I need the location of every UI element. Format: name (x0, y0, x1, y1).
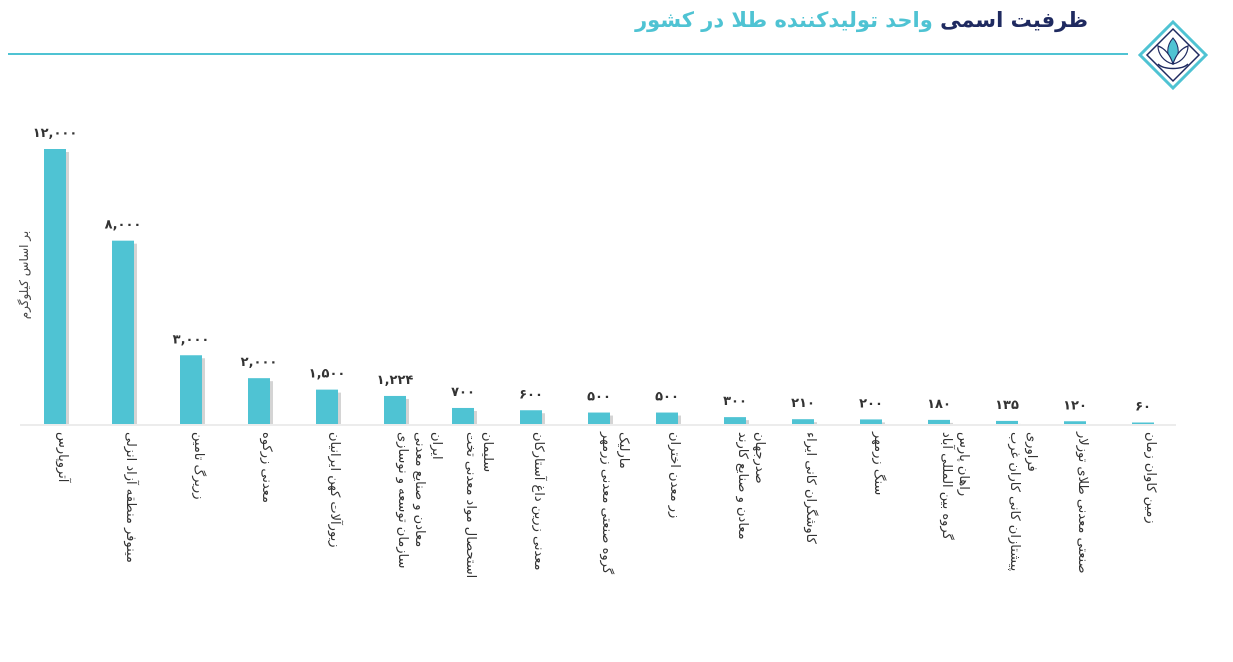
category-label-16: صنعتی معدنی طلای توزلار (1075, 431, 1090, 573)
category-label-17: زمین کاوان زمان (1143, 432, 1158, 524)
bar-7 (452, 407, 474, 424)
bar-16 (1064, 421, 1086, 424)
category-label-4: معدنی زرکوه (259, 432, 274, 503)
bar-10 (656, 412, 678, 424)
y-axis-title: بر اساس کیلوگرم (17, 231, 32, 320)
category-label-5: زیورآلات کهن ایرانیان (327, 432, 344, 548)
bar-14 (928, 419, 950, 424)
bar-6 (384, 395, 406, 424)
bar-5 (316, 389, 338, 424)
value-label-11: ۳۰۰ (723, 394, 747, 409)
header-divider (8, 53, 1128, 55)
value-label-5: ۱,۵۰۰ (309, 367, 346, 382)
category-label-11: معادن و صنایع کارند صدرجهان (735, 432, 767, 540)
value-label-8: ۶۰۰ (519, 387, 543, 402)
category-label-9: گروه صنعتی معدنی زرمهر مارلیک (599, 431, 631, 575)
bar-17 (1132, 422, 1154, 424)
category-label-12: کاوشگران کانی ایراء (803, 432, 819, 545)
value-label-14: ۱۸۰ (927, 397, 951, 412)
category-label-6: سازمان توسعه و نوسازی معادن و صنایع معدنی… (395, 432, 444, 568)
category-label-15: پیشتازان کانی کاران غرب فراوری (1007, 432, 1039, 572)
bar-3 (180, 355, 202, 424)
value-label-9: ۵۰۰ (587, 390, 611, 405)
page-title: ظرفیت اسمی واحد تولیدکننده طلا در کشور (635, 8, 1088, 32)
category-label-3: زریرگ تامین (191, 432, 208, 499)
bar-2 (112, 240, 134, 424)
value-label-17: ۶۰ (1135, 400, 1151, 415)
category-label-2: مینوفر منطقه آزاد انزلی (123, 432, 140, 563)
title-main: ظرفیت اسمی (940, 8, 1088, 32)
lotus-emblem-icon (1138, 20, 1208, 90)
title-accent: واحد تولیدکننده طلا در کشور (635, 8, 933, 32)
value-label-1: ۱۲,۰۰۰ (33, 126, 78, 141)
category-label-1: آتروپارس (55, 432, 72, 484)
value-label-12: ۲۱۰ (791, 396, 815, 411)
category-label-7: استحصال مواد معدنی تخت سلیمان (463, 432, 495, 578)
bar-4 (248, 378, 270, 424)
value-label-4: ۲,۰۰۰ (241, 355, 278, 370)
value-label-3: ۳,۰۰۰ (173, 332, 210, 347)
bar-8 (520, 410, 542, 424)
value-label-10: ۵۰۰ (655, 390, 679, 405)
value-label-2: ۸,۰۰۰ (105, 218, 142, 233)
value-label-6: ۱,۲۲۴ (377, 373, 414, 388)
bar-15 (996, 420, 1018, 424)
value-label-15: ۱۳۵ (995, 398, 1019, 413)
category-label-14: گروه بین المللی آباد راهان پارس (939, 432, 971, 541)
value-label-13: ۲۰۰ (859, 396, 883, 411)
category-label-8: معدنی زرین داغ آستارکان (531, 432, 548, 571)
bar-12 (792, 419, 814, 424)
value-label-16: ۱۲۰ (1063, 398, 1087, 413)
bar-1 (44, 149, 66, 424)
value-label-7: ۷۰۰ (451, 385, 475, 400)
category-label-10: زر معدن اختران (667, 432, 682, 518)
bar-13 (860, 419, 882, 424)
bar-11 (724, 417, 746, 424)
category-label-13: سنگ زرمهر (871, 431, 887, 495)
bar-9 (588, 412, 610, 424)
